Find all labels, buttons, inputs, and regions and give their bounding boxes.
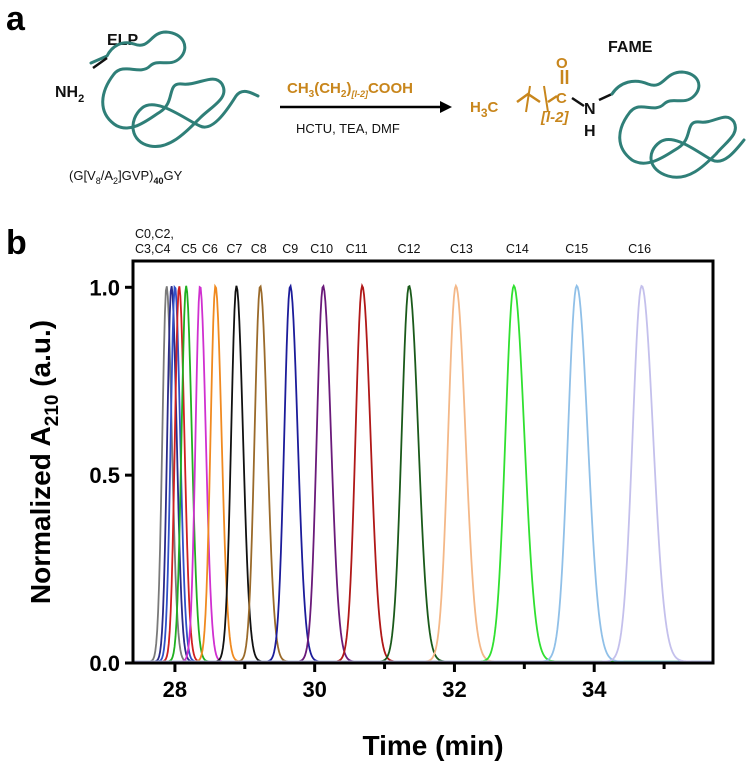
amide-bond	[571, 96, 585, 108]
x-tick-label: 34	[582, 677, 607, 702]
series-c3	[133, 284, 713, 663]
series-c8	[133, 284, 713, 663]
y-axis-label: Normalized A210 (a.u.)	[25, 320, 63, 604]
x-axis-label: Time (min)	[362, 730, 503, 761]
series-c6	[133, 285, 713, 663]
alkyl-bond-2	[547, 94, 558, 104]
peak-label: C0,C2,	[135, 227, 174, 241]
reaction-conditions: HCTU, TEA, DMF	[296, 121, 400, 136]
peak-label: C5	[181, 242, 197, 256]
peak-label: C14	[506, 242, 529, 256]
peak-label: C12	[398, 242, 421, 256]
peak-label: C10	[310, 242, 333, 256]
y-tick-label: 0.5	[89, 463, 120, 488]
peak-label: C16	[628, 242, 651, 256]
methyl-group: H3C	[470, 99, 499, 120]
amide-nitrogen: N	[584, 101, 596, 118]
x-tick-label: 28	[163, 677, 187, 702]
series-group	[133, 283, 713, 663]
peak-label: C6	[202, 242, 218, 256]
elp-sequence: (G[V8/A2]GVP)40GY	[69, 168, 183, 186]
chain-repeat-label: [l-2]	[540, 109, 570, 126]
elp-chain-drawing	[89, 30, 260, 148]
peak-label: C13	[450, 242, 473, 256]
fame-label: FAME	[608, 39, 653, 56]
peak-label: C7	[226, 242, 242, 256]
amide-hydrogen: H	[584, 123, 596, 140]
reagent-formula: CH3(CH2)[l-2]COOH	[287, 80, 413, 100]
reaction-arrow-head	[440, 101, 452, 113]
x-tick-label: 30	[302, 677, 326, 702]
carbonyl-oxygen: O	[556, 55, 568, 72]
peak-label: C3,C4	[135, 242, 170, 256]
series-c9	[133, 283, 713, 663]
fame-chain-drawing	[610, 70, 746, 179]
peak-label: C8	[251, 242, 267, 256]
repeat-brackets	[525, 85, 549, 113]
carbonyl-carbon: C	[556, 90, 567, 107]
amine-label: NH2	[55, 84, 84, 105]
x-axis: 28 30 32 34	[163, 663, 666, 702]
peak-label: C9	[282, 242, 298, 256]
y-axis: 0.0 0.5 1.0	[89, 275, 133, 676]
series-c12	[133, 284, 713, 663]
peak-label: C15	[565, 242, 588, 256]
series-c14	[133, 283, 713, 663]
series-c6b	[133, 283, 713, 663]
peak-label: C11	[346, 242, 368, 256]
chromatogram-chart: C0,C2,C3,C4 C5 C6 C7 C8 C9 C10 C11 C12 C13 C14 C15 C…	[25, 227, 715, 761]
series-c13	[133, 283, 713, 663]
series-c7	[133, 285, 713, 663]
series-c11	[133, 283, 713, 663]
series-c0	[133, 286, 713, 663]
carbonyl-double-bond	[560, 70, 569, 84]
elp-label: ELP	[107, 32, 138, 49]
fame-product-structure: H3C [l-2] C O N H	[470, 55, 613, 140]
nitrogen-chain-bond	[598, 92, 613, 102]
peak-label-group: C0,C2,C3,C4 C5 C6 C7 C8 C9 C10 C11 C12 C13 C14 C15 C…	[135, 227, 651, 256]
x-tick-label: 32	[442, 677, 466, 702]
series-c2	[133, 286, 713, 663]
y-tick-label: 0.0	[89, 651, 120, 676]
series-c15	[133, 283, 713, 663]
amine-bond	[92, 56, 108, 70]
series-c5	[133, 285, 713, 663]
panel-a-letter: a	[6, 0, 26, 38]
series-c10	[133, 283, 713, 663]
plot-frame	[131, 259, 715, 665]
y-tick-label: 1.0	[89, 275, 120, 300]
panel-b-letter: b	[6, 224, 27, 262]
series-c16	[133, 284, 713, 663]
series-c4	[133, 286, 713, 663]
